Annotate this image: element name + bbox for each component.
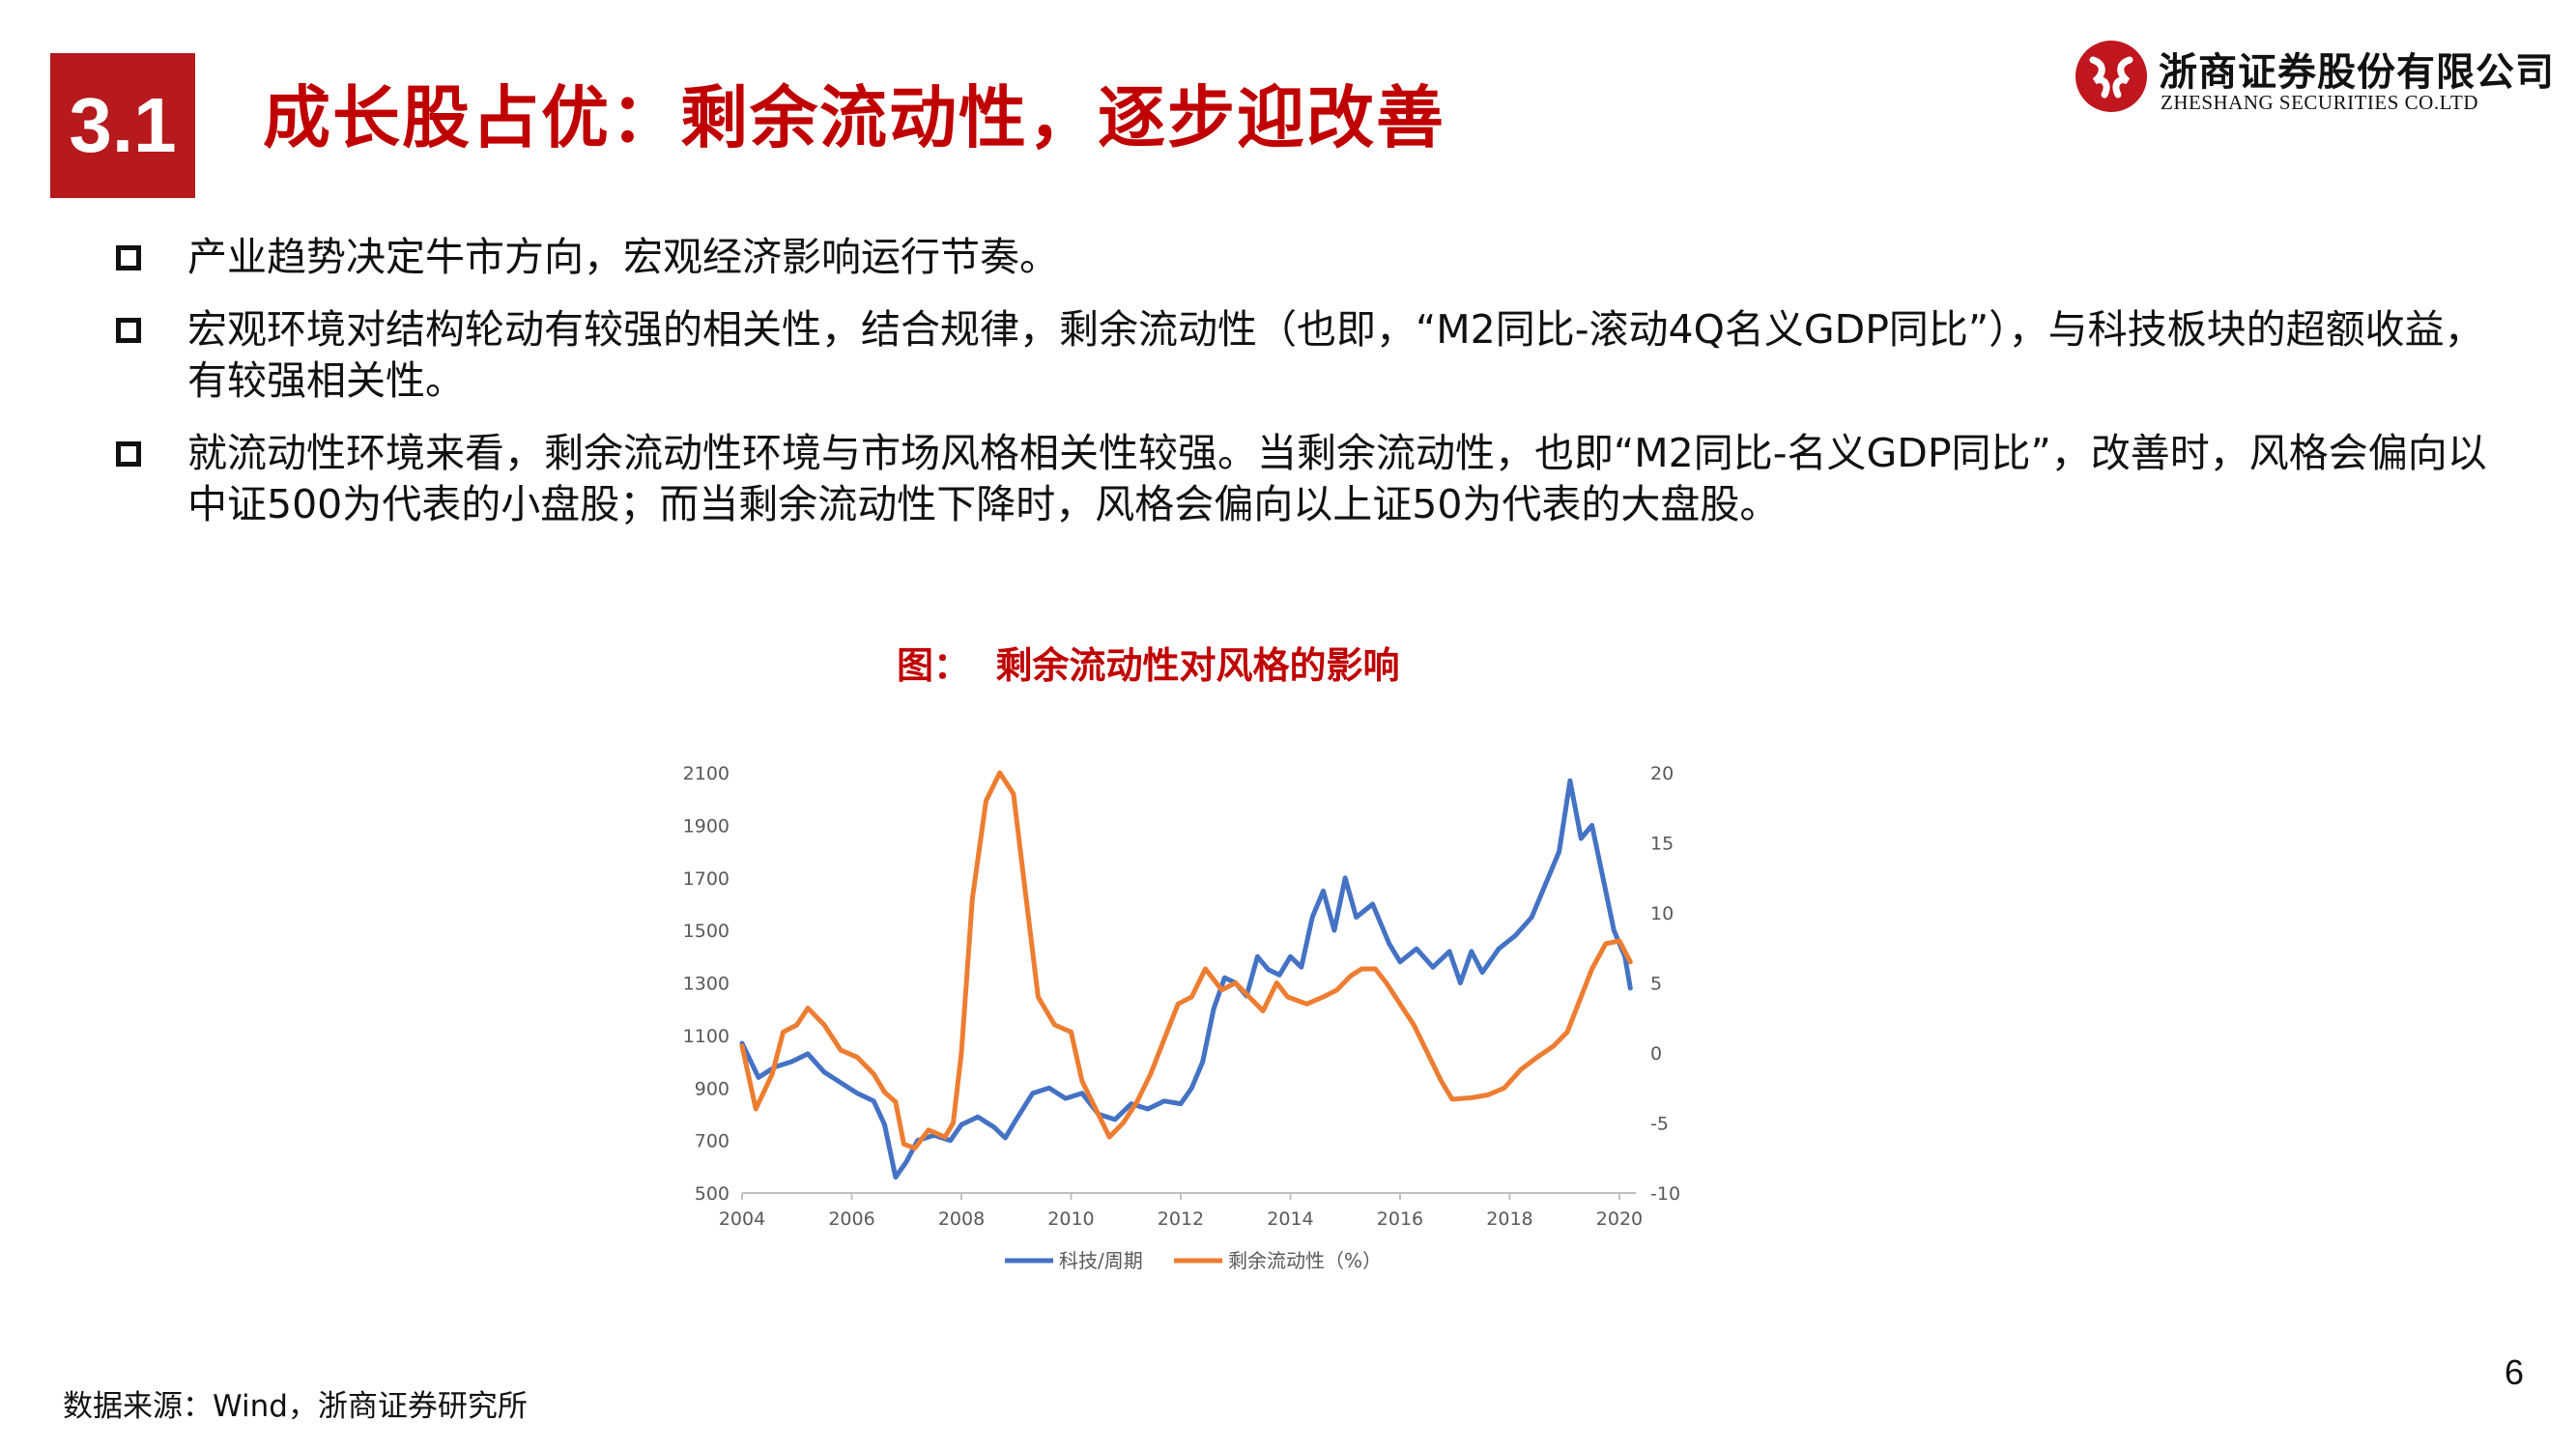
company-logo: 浙商证券股份有限公司 ZHESHANG SECURITIES CO.LTD <box>2074 39 2554 126</box>
series-line-1 <box>739 778 1633 1180</box>
y-left-tick-label: 1700 <box>683 868 730 890</box>
x-tick-label: 2012 <box>1158 1208 1204 1230</box>
y-right-tick-label: 0 <box>1650 1043 1662 1065</box>
page-number: 6 <box>2504 1352 2525 1392</box>
bullet-list: 产业趋势决定牛市方向，宏观经济影响运行节奏。 宏观环境对结构轮动有较强的相关性，… <box>116 232 2493 552</box>
logo-name-en: ZHESHANG SECURITIES CO.LTD <box>2161 91 2478 114</box>
bullet-text: 产业趋势决定牛市方向，宏观经济影响运行节奏。 <box>187 234 1059 280</box>
y-left-tick-label: 1300 <box>683 974 730 995</box>
logo-name-cn: 浙商证券股份有限公司 <box>2159 49 2555 95</box>
y-left-tick-label: 1100 <box>683 1026 730 1047</box>
chart-series <box>739 770 1633 1180</box>
x-tick-label: 2006 <box>828 1208 874 1230</box>
zheshang-logo-icon <box>2075 41 2147 112</box>
x-tick-label: 2016 <box>1377 1208 1423 1230</box>
y-right-tick-label: 5 <box>1650 974 1662 995</box>
legend-label-2: 剩余流动性（%） <box>1228 1249 1382 1272</box>
x-tick-label: 2008 <box>938 1208 985 1230</box>
square-bullet-icon <box>116 245 141 270</box>
bullet-item: 产业趋势决定牛市方向，宏观经济影响运行节奏。 <box>116 232 2493 283</box>
square-bullet-icon <box>116 318 141 343</box>
bullet-text: 就流动性环境来看，剩余流动性环境与市场风格相关性较强。当剩余流动性，也即“M2同… <box>187 430 2487 527</box>
y-right-tick-label: -5 <box>1650 1114 1669 1135</box>
x-tick-label: 2010 <box>1047 1208 1094 1230</box>
figure-title: 图： 剩余流动性对风格的影响 <box>897 644 1400 687</box>
y-right-tick-label: -10 <box>1650 1183 1680 1205</box>
series-line-2 <box>739 770 1633 1151</box>
x-tick-label: 2004 <box>719 1208 765 1230</box>
y-left-tick-label: 500 <box>695 1183 730 1205</box>
y-left-tick-label: 1900 <box>683 815 730 837</box>
bullet-text: 宏观环境对结构轮动有较强的相关性，结合规律，剩余流动性（也即，“M2同比-滚动4… <box>187 306 2484 404</box>
y-right-tick-label: 10 <box>1650 903 1674 924</box>
square-bullet-icon <box>116 441 141 467</box>
y-left-tick-label: 1500 <box>683 921 730 942</box>
section-number-badge: 3.1 <box>50 53 195 198</box>
slide-title: 成长股占优：剩余流动性，逐步迎改善 <box>263 78 1445 157</box>
y-left-tick-label: 700 <box>695 1131 730 1152</box>
y-right-tick-label: 15 <box>1650 834 1674 855</box>
x-tick-label: 2020 <box>1596 1208 1643 1230</box>
bullet-item: 宏观环境对结构轮动有较强的相关性，结合规律，剩余流动性（也即，“M2同比-滚动4… <box>116 304 2493 407</box>
y-right-tick-label: 20 <box>1650 763 1674 784</box>
y-left-tick-label: 900 <box>695 1078 730 1099</box>
chart-axes: 2004 2006 2008 2010 2012 2014 2016 2018 20202100… <box>683 763 1680 1230</box>
chart-legend: 科技/周期 剩余流动性（%） <box>1005 1249 1382 1272</box>
legend-label-1: 科技/周期 <box>1059 1249 1143 1272</box>
x-tick-label: 2014 <box>1267 1208 1313 1230</box>
y-left-tick-label: 2100 <box>683 763 730 784</box>
data-source-note: 数据来源：Wind，浙商证券研究所 <box>63 1389 528 1424</box>
x-tick-label: 2018 <box>1486 1208 1532 1230</box>
liquidity-style-chart: 2004 2006 2008 2010 2012 2014 2016 2018 20202100… <box>683 763 1680 1272</box>
bullet-item: 就流动性环境来看，剩余流动性环境与市场风格相关性较强。当剩余流动性，也即“M2同… <box>116 428 2493 530</box>
section-number: 3.1 <box>69 82 177 168</box>
